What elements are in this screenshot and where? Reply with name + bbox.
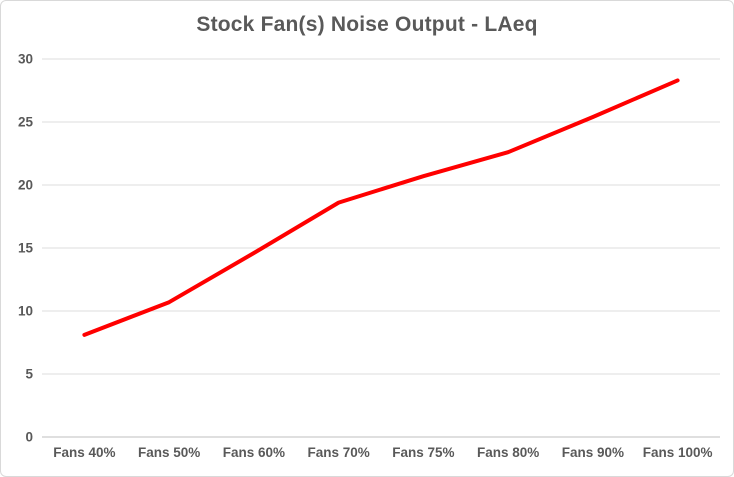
- x-category-label: Fans 40%: [53, 445, 115, 460]
- x-category-label: Fans 70%: [307, 445, 369, 460]
- y-tick-label: 5: [25, 367, 33, 382]
- y-tick-label: 15: [18, 241, 34, 256]
- y-tick-label: 20: [18, 178, 33, 193]
- y-tick-label: 10: [18, 304, 33, 319]
- y-tick-label: 0: [25, 430, 33, 445]
- x-category-label: Fans 75%: [392, 445, 454, 460]
- gridlines: [42, 58, 720, 438]
- y-tick-label: 25: [18, 115, 34, 130]
- x-category-label: Fans 90%: [562, 445, 624, 460]
- x-category-label: Fans 100%: [643, 445, 713, 460]
- x-category-label: Fans 50%: [138, 445, 200, 460]
- x-category-label: Fans 60%: [223, 445, 285, 460]
- y-axis-tick-labels: 0 5 10 15 20 25 30: [18, 52, 34, 445]
- data-series-line: [82, 78, 680, 337]
- chart-title: Stock Fan(s) Noise Output - LAeq: [196, 13, 538, 36]
- y-tick-label: 30: [18, 52, 33, 67]
- x-axis-category-labels: Fans 40% Fans 50% Fans 60% Fans 70% Fans 75%…: [53, 445, 712, 460]
- x-category-label: Fans 80%: [477, 445, 539, 460]
